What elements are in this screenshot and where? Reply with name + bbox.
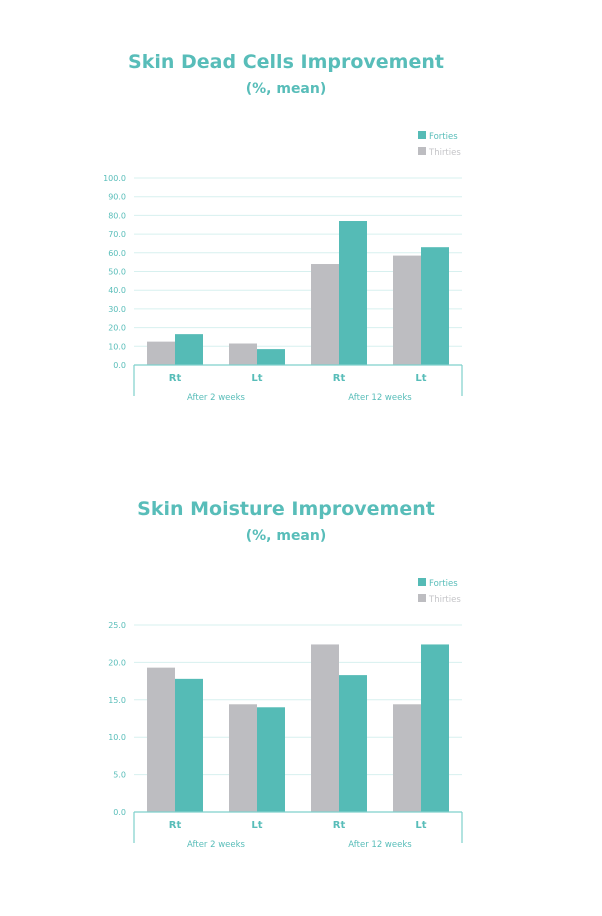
bar-thirties (147, 667, 175, 812)
chart-subtitle: (%, mean) (245, 528, 327, 544)
bar-thirties (393, 704, 421, 812)
bar-forties (421, 247, 449, 365)
legend-swatch (418, 147, 426, 155)
y-tick-label: 40.0 (108, 286, 126, 295)
x-tick-label: Lt (251, 373, 262, 384)
y-tick-label: 60.0 (108, 249, 126, 258)
bar-forties (175, 334, 203, 365)
legend-label: Forties (429, 579, 458, 589)
legend-swatch (418, 578, 426, 586)
y-tick-label: 25.0 (108, 621, 126, 630)
y-tick-label: 90.0 (108, 193, 126, 202)
group-label: After 2 weeks (187, 393, 246, 403)
group-label: After 12 weeks (348, 393, 412, 403)
legend-label: Forties (429, 132, 458, 142)
chart-moisture: Skin Moisture Improvement (%, mean) 0.0 5… (0, 447, 602, 905)
bar-forties (257, 349, 285, 365)
chart-dead-cells: Skin Dead Cells Improvement (%, mean) 0.… (103, 51, 463, 403)
bar-thirties (311, 264, 339, 365)
bar-forties (257, 707, 285, 812)
bar-thirties (393, 255, 421, 365)
x-tick-label: Rt (333, 373, 346, 384)
legend-label: Thirties (428, 148, 461, 158)
legend-swatch (418, 131, 426, 139)
x-tick-label: Rt (333, 820, 346, 831)
group-label: After 2 weeks (187, 840, 246, 850)
x-tick-label: Lt (415, 373, 426, 384)
y-tick-label: 70.0 (108, 230, 126, 239)
y-tick-label: 20.0 (108, 658, 126, 667)
x-tick-label: Lt (415, 820, 426, 831)
bar-forties (175, 678, 203, 812)
y-tick-label: 0.0 (113, 361, 126, 370)
y-tick-label: 100.0 (103, 174, 126, 183)
chart-plot: 0.0 5.0 10.0 15.0 20.0 25.0 Rt Lt Rt Lt After 2 we… (108, 578, 463, 850)
bar-forties (339, 221, 367, 365)
chart-title: Skin Moisture Improvement (137, 498, 435, 520)
x-tick-label: Rt (169, 820, 182, 831)
bar-forties (339, 675, 367, 812)
y-tick-label: 15.0 (108, 696, 126, 705)
chart-subtitle: (%, mean) (245, 81, 327, 97)
y-tick-label: 30.0 (108, 305, 126, 314)
chart-plot: 0.0 10.0 20.0 30.0 40.0 50.0 60.0 70.0 80.0 90.0 1… (103, 131, 463, 403)
y-tick-label: 10.0 (108, 342, 126, 351)
bar-forties (421, 644, 449, 812)
y-tick-label: 5.0 (113, 771, 126, 780)
legend-swatch (418, 594, 426, 602)
x-tick-label: Lt (251, 820, 262, 831)
y-tick-label: 80.0 (108, 211, 126, 220)
y-tick-label: 0.0 (113, 808, 126, 817)
bar-thirties (147, 341, 175, 365)
bar-thirties (229, 704, 257, 812)
x-tick-label: Rt (169, 373, 182, 384)
bar-thirties (311, 644, 339, 812)
group-label: After 12 weeks (348, 840, 412, 850)
bar-thirties (229, 343, 257, 365)
y-tick-label: 20.0 (108, 324, 126, 333)
chart-title: Skin Dead Cells Improvement (128, 51, 444, 73)
legend-label: Thirties (428, 595, 461, 605)
y-tick-label: 50.0 (108, 268, 126, 277)
y-tick-label: 10.0 (108, 733, 126, 742)
